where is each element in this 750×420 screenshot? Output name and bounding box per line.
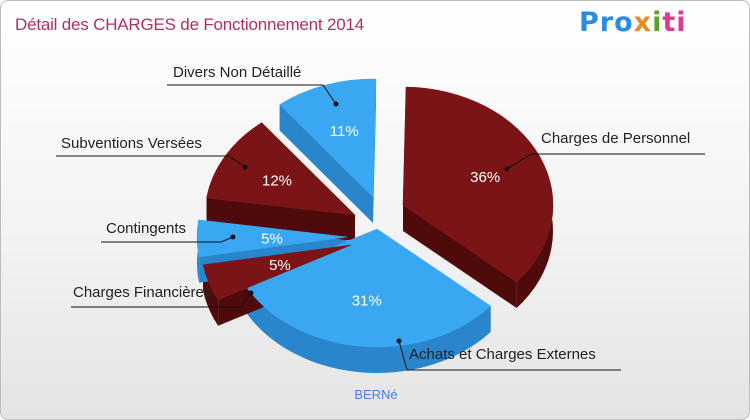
leader-line bbox=[101, 236, 234, 243]
slice-percent-label: 31% bbox=[352, 292, 382, 309]
leader-line bbox=[167, 84, 337, 105]
slice-category-label: Charges de Personnel bbox=[541, 130, 690, 147]
slice-category-label: Charges Financières bbox=[73, 284, 211, 301]
slice-category-label: Achats et Charges Externes bbox=[409, 346, 596, 363]
slice-percent-label: 5% bbox=[261, 231, 283, 248]
pie-labels: 36% Charges de Personnel 31% Achats et Char… bbox=[56, 64, 705, 371]
leader-line bbox=[56, 155, 246, 168]
leader-line bbox=[71, 292, 252, 308]
pie-slice[interactable] bbox=[279, 78, 377, 198]
slice-percent-label: 36% bbox=[470, 169, 500, 186]
leader-arrow bbox=[504, 166, 510, 172]
leader-line bbox=[398, 340, 621, 371]
slice-percent-label: 11% bbox=[330, 123, 359, 140]
pie-slice[interactable] bbox=[196, 219, 348, 258]
leader-arrow bbox=[248, 290, 254, 296]
pie-slice-wall bbox=[279, 79, 376, 224]
leader-arrow bbox=[242, 164, 248, 170]
commune-name: BERNé bbox=[354, 387, 398, 402]
slice-category-label: Contingents bbox=[106, 220, 186, 237]
pie-slice[interactable] bbox=[402, 86, 554, 283]
slice-category-label: Divers Non Détaillé bbox=[173, 64, 301, 81]
slice-percent-label: 12% bbox=[262, 173, 292, 190]
pie-slice-rim bbox=[244, 283, 491, 373]
leader-arrow bbox=[333, 101, 339, 107]
pie-slice-wall bbox=[206, 122, 355, 241]
chart-title: Détail des CHARGES de Fonctionnement 201… bbox=[15, 15, 364, 34]
leader-arrow bbox=[230, 234, 236, 240]
leader-line bbox=[506, 153, 705, 170]
slice-percent-label: 5% bbox=[269, 257, 291, 274]
pie-tops bbox=[196, 78, 554, 348]
pie-slice[interactable] bbox=[202, 244, 352, 301]
slice-category-label: Subventions Versées bbox=[61, 135, 202, 152]
proxiti-logo[interactable]: Proxiti bbox=[579, 7, 687, 38]
pie-slice-wall bbox=[403, 87, 517, 309]
leader-arrow bbox=[396, 338, 402, 344]
